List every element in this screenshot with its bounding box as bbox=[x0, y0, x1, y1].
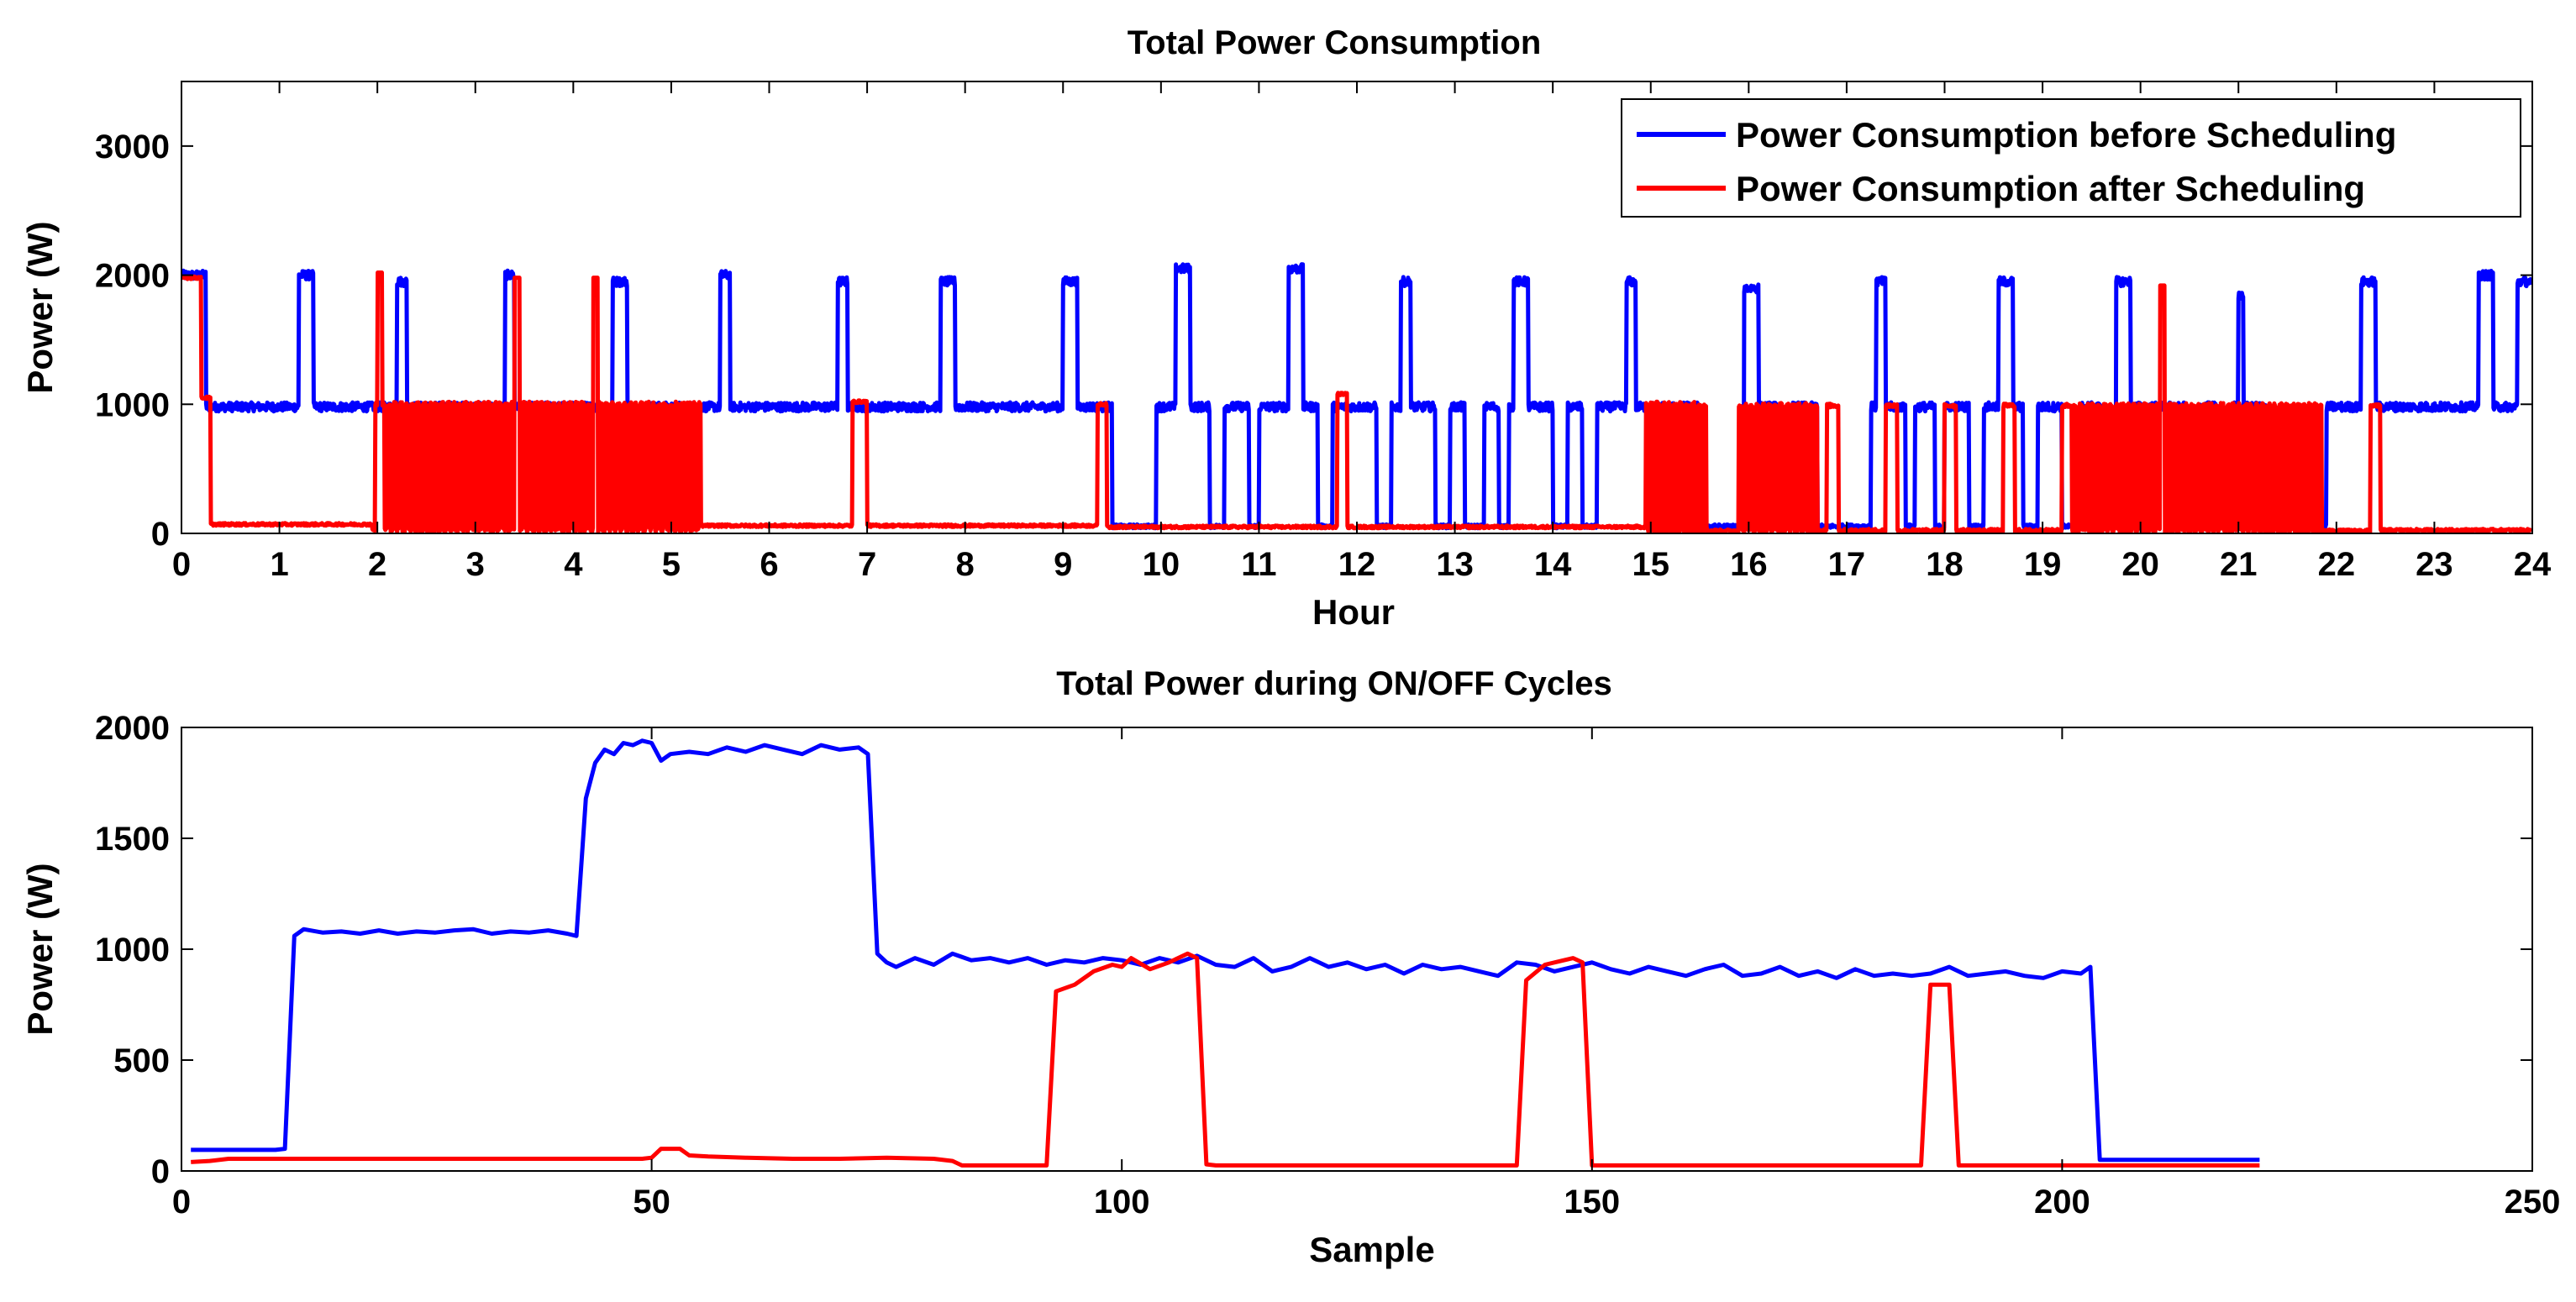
series-group bbox=[191, 738, 2260, 1168]
x-tick-label: 11 bbox=[1241, 546, 1276, 583]
x-tick-label: 4 bbox=[564, 546, 583, 583]
x-tick-label: 19 bbox=[2024, 546, 2062, 583]
x-tick-label: 3 bbox=[466, 546, 485, 583]
x-tick-label: 150 bbox=[1564, 1184, 1620, 1221]
y-tick-label: 1000 bbox=[95, 932, 170, 969]
y-tick-label: 2000 bbox=[95, 258, 170, 295]
x-tick-label: 9 bbox=[1054, 546, 1072, 583]
x-tick-label: 10 bbox=[1143, 546, 1180, 583]
x-tick-label: 13 bbox=[1436, 546, 1474, 583]
x-tick-label: 5 bbox=[662, 546, 681, 583]
axis-ticks: 0 1 2 3 4 5 6 7 8 9 10 11 12 13 14 15 16 17 18 19 20 21 22 23 24… bbox=[95, 81, 2552, 583]
chart-total-power-consumption: Total Power Consumption 0 1 2 3 4 5 6 7 8 9 10 11 12… bbox=[20, 24, 2552, 632]
x-tick-label: 20 bbox=[2121, 546, 2159, 583]
legend-box bbox=[1621, 98, 2521, 218]
series-before-scheduling bbox=[191, 738, 2260, 1163]
y-tick-label: 500 bbox=[113, 1042, 170, 1079]
chart-total-power-on-off-cycles: Total Power during ON/OFF Cycles 0 50 100 1… bbox=[20, 665, 2560, 1269]
y-tick-label: 1500 bbox=[95, 821, 170, 858]
y-tick-label: 3000 bbox=[95, 129, 170, 165]
x-tick-label: 12 bbox=[1338, 546, 1376, 583]
y-tick-label: 0 bbox=[151, 1153, 170, 1190]
x-tick-label: 7 bbox=[858, 546, 876, 583]
axis-ticks: 0 50 100 150 200 250 0 500 1000 1500 2000 bbox=[95, 710, 2560, 1221]
chart-title: Total Power during ON/OFF Cycles bbox=[1056, 665, 1612, 702]
x-tick-label: 16 bbox=[1730, 546, 1768, 583]
y-tick-label: 0 bbox=[151, 516, 170, 553]
y-tick-label: 2000 bbox=[95, 710, 170, 747]
chart-title: Total Power Consumption bbox=[1128, 24, 1542, 61]
legend: Power Consumption before Scheduling Powe… bbox=[1621, 98, 2521, 218]
x-tick-label: 23 bbox=[2416, 546, 2453, 583]
x-tick-label: 15 bbox=[1632, 546, 1670, 583]
x-tick-label: 50 bbox=[633, 1184, 670, 1221]
x-tick-label: 200 bbox=[2034, 1184, 2090, 1221]
x-tick-label: 250 bbox=[2505, 1184, 2561, 1221]
x-tick-label: 14 bbox=[1534, 546, 1572, 583]
x-tick-label: 1 bbox=[270, 546, 288, 583]
legend-label-after: Power Consumption after Scheduling bbox=[1736, 169, 2365, 208]
y-axis-label: Power (W) bbox=[20, 221, 60, 393]
legend-label-before: Power Consumption before Scheduling bbox=[1736, 115, 2396, 155]
x-axis-label: Hour bbox=[1312, 592, 1395, 632]
x-tick-label: 0 bbox=[172, 546, 191, 583]
x-axis-label: Sample bbox=[1309, 1230, 1434, 1269]
x-tick-label: 22 bbox=[2318, 546, 2356, 583]
x-tick-label: 8 bbox=[956, 546, 975, 583]
x-tick-label: 2 bbox=[368, 546, 386, 583]
x-tick-label: 0 bbox=[172, 1184, 191, 1221]
x-tick-label: 100 bbox=[1094, 1184, 1150, 1221]
series-after-scheduling bbox=[191, 951, 2260, 1168]
x-tick-label: 24 bbox=[2514, 546, 2552, 583]
y-tick-label: 1000 bbox=[95, 386, 170, 423]
x-tick-label: 18 bbox=[1926, 546, 1964, 583]
x-tick-label: 21 bbox=[2220, 546, 2258, 583]
y-axis-label: Power (W) bbox=[20, 863, 60, 1035]
x-tick-label: 17 bbox=[1828, 546, 1866, 583]
x-tick-label: 6 bbox=[760, 546, 778, 583]
